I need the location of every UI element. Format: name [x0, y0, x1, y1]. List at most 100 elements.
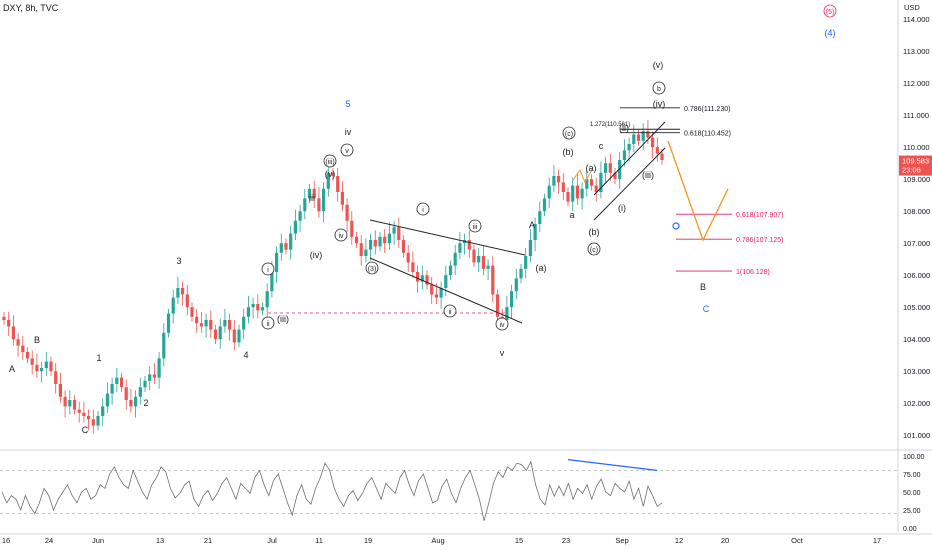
- candle-body: [307, 188, 312, 199]
- candle-body: [152, 374, 156, 378]
- candle-body: [303, 198, 307, 212]
- wave-label: 1: [96, 353, 101, 363]
- price-tick-label: 110.000: [903, 143, 930, 152]
- currency-label: USD: [904, 3, 920, 12]
- candle-body: [594, 185, 598, 192]
- candle-body: [119, 377, 124, 388]
- candle-body: [204, 320, 208, 327]
- wave-label-circle: [468, 219, 482, 233]
- candle-body: [585, 179, 589, 189]
- wave-label: (a): [586, 163, 597, 173]
- wave-label: C: [82, 425, 89, 435]
- candle-body: [401, 240, 406, 253]
- wave-label-circle: [443, 304, 457, 318]
- candle-body: [524, 256, 528, 269]
- wave-label: b: [657, 86, 661, 93]
- candle-body: [345, 204, 349, 221]
- candle-body: [82, 412, 86, 416]
- candle-body: [124, 387, 128, 400]
- candle-body: [213, 329, 218, 340]
- candle-body: [284, 243, 288, 250]
- time-tick-label: 16: [2, 536, 10, 545]
- candle-body: [115, 377, 119, 384]
- candle-body: [101, 406, 105, 416]
- wave-label: (a): [536, 263, 547, 273]
- candle-body: [608, 163, 612, 173]
- time-tick-label: 23: [562, 536, 570, 545]
- candle-body: [528, 240, 532, 256]
- wave-label-circle: [416, 202, 430, 216]
- candle-body: [199, 323, 203, 327]
- time-tick-label: 19: [364, 536, 372, 545]
- candle-body: [35, 364, 39, 372]
- time-tick-label: Jul: [267, 536, 277, 545]
- rsi-divergence-line: [567, 459, 658, 471]
- wave-label: (5): [826, 9, 835, 16]
- candle-body: [251, 304, 255, 308]
- candle-body: [270, 272, 274, 292]
- rsi-tick-label: 75.00: [903, 472, 921, 479]
- wave-label: 4: [243, 350, 248, 360]
- wave-label: (iii): [277, 314, 289, 324]
- price-tick-label: 105.000: [903, 303, 930, 312]
- rsi-tick-label: 50.00: [903, 490, 921, 497]
- fib-level-label: 0.786(107.125): [736, 237, 783, 244]
- candle-body: [63, 396, 67, 407]
- time-tick-label: 12: [675, 536, 683, 545]
- candle-body: [571, 185, 575, 202]
- candle-body: [195, 316, 199, 324]
- candle-body: [21, 345, 25, 352]
- candle-body: [143, 380, 147, 388]
- candle-body: [11, 326, 15, 340]
- wave-label-circle: [587, 242, 601, 256]
- rising-wedge-lower-line: [593, 147, 666, 221]
- candle-body: [557, 176, 561, 183]
- candle-body: [176, 288, 180, 298]
- candle-body: [340, 192, 344, 205]
- time-tick-label: Aug: [431, 536, 444, 545]
- candle-body: [434, 294, 438, 298]
- candle-body: [237, 329, 241, 343]
- fib-level-label: 0.786(111.230): [684, 106, 730, 113]
- candle-body: [622, 150, 626, 160]
- wave-label: (4): [825, 28, 836, 38]
- wave-label-circle: [365, 261, 379, 275]
- candle-body: [326, 172, 330, 189]
- candle-body: [72, 400, 77, 410]
- price-tick-label: 106.000: [903, 271, 930, 280]
- wave-label-circle: [495, 317, 509, 331]
- candle-body: [491, 265, 495, 295]
- candle-body: [373, 240, 377, 247]
- candle-body: [157, 358, 161, 378]
- candle-body: [242, 316, 246, 330]
- wave-label: (b): [563, 147, 574, 157]
- candle-body: [660, 153, 664, 160]
- candle-body: [538, 211, 542, 224]
- candle-body: [293, 220, 297, 234]
- price-tick-label: 109.000: [903, 175, 930, 184]
- wave-label: ii: [448, 309, 452, 316]
- wave-label: (i): [618, 203, 626, 213]
- wave-label: (b): [589, 227, 600, 237]
- price-tick-label: 103.000: [903, 367, 930, 376]
- candle-body: [486, 265, 490, 269]
- candle-body: [2, 316, 6, 320]
- wave-label: C: [703, 304, 710, 314]
- candle-body: [256, 304, 260, 311]
- candle-body: [566, 192, 570, 202]
- candle-body: [171, 297, 175, 314]
- price-tick-label: 107.000: [903, 239, 930, 248]
- candle-body: [416, 272, 420, 282]
- last-price-badge: [899, 155, 932, 176]
- fib-level-label: 0.618(107.907): [736, 212, 783, 219]
- wave-label: v: [500, 348, 505, 358]
- candle-body: [477, 256, 481, 263]
- candle-body: [25, 352, 30, 359]
- wave-label: a: [569, 210, 574, 220]
- wave-label: iv: [345, 127, 352, 137]
- fib-level-label: 1.272(110.561): [590, 122, 630, 128]
- candle-body: [430, 284, 434, 295]
- candle-body: [354, 236, 359, 244]
- candle-body: [561, 182, 565, 192]
